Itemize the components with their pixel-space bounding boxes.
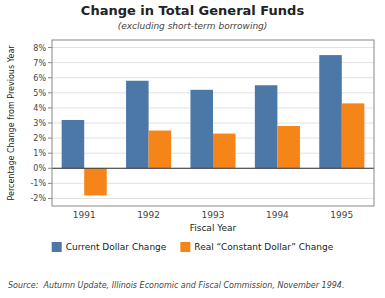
- y-tick-label: 2%: [33, 134, 46, 143]
- title: Change in Total General Funds: [81, 3, 305, 18]
- y-tick: [48, 77, 52, 78]
- bar: [213, 134, 236, 169]
- y-tick: [48, 107, 52, 108]
- bar: [342, 103, 365, 168]
- legend-label: Current Dollar Change: [66, 242, 167, 252]
- y-tick-label: 4%: [33, 104, 46, 113]
- bar: [190, 90, 213, 168]
- y-tick-label: -2%: [30, 194, 46, 203]
- chart: Change in Total General Funds (excluding …: [0, 0, 385, 298]
- y-tick: [48, 183, 52, 184]
- zero-line: [52, 168, 374, 169]
- y-tick: [48, 198, 52, 199]
- y-tick: [48, 92, 52, 93]
- legend-swatch: [52, 242, 62, 252]
- x-axis-label: Fiscal Year: [190, 223, 237, 233]
- grid-line: [52, 47, 374, 48]
- bar: [277, 126, 300, 168]
- bar: [255, 85, 278, 168]
- bar: [149, 131, 172, 169]
- y-tick-label: 6%: [33, 74, 46, 83]
- y-axis-label: Percentage Change from Previous Year: [7, 45, 16, 201]
- y-tick: [48, 138, 52, 139]
- grid-line: [52, 198, 374, 199]
- grid-line: [52, 168, 374, 169]
- bar: [62, 120, 85, 168]
- bar: [84, 168, 107, 195]
- subtitle: (excluding short-term borrowing): [118, 21, 268, 31]
- x-tick-label: 1992: [137, 210, 160, 220]
- y-tick: [48, 47, 52, 48]
- y-tick-label: -1%: [30, 179, 46, 188]
- x-tick-label: 1995: [330, 210, 353, 220]
- legend: Current Dollar Change Real “Constant Doll…: [52, 242, 334, 252]
- bar: [126, 81, 149, 169]
- y-tick: [48, 153, 52, 154]
- y-tick-label: 1%: [33, 149, 46, 158]
- plot-frame: [52, 40, 374, 206]
- y-tick: [48, 123, 52, 124]
- legend-label: Real “Constant Dollar” Change: [194, 242, 333, 252]
- y-tick-label: 3%: [33, 119, 46, 128]
- x-tick-label: 1994: [266, 210, 289, 220]
- y-tick: [48, 168, 52, 169]
- y-tick-label: 5%: [33, 89, 46, 98]
- y-tick-label: 0%: [33, 164, 46, 173]
- legend-swatch: [180, 242, 190, 252]
- grid: [52, 48, 374, 199]
- y-tick-label: 8%: [33, 44, 46, 53]
- y-tick-label: 7%: [33, 59, 46, 68]
- x-tick-label: 1993: [202, 210, 225, 220]
- bars: [62, 55, 365, 195]
- x-tick-label: 1991: [73, 210, 96, 220]
- source: Source: Autumn Update, Illinois Economic…: [8, 281, 344, 290]
- y-tick: [48, 62, 52, 63]
- bar: [319, 55, 342, 168]
